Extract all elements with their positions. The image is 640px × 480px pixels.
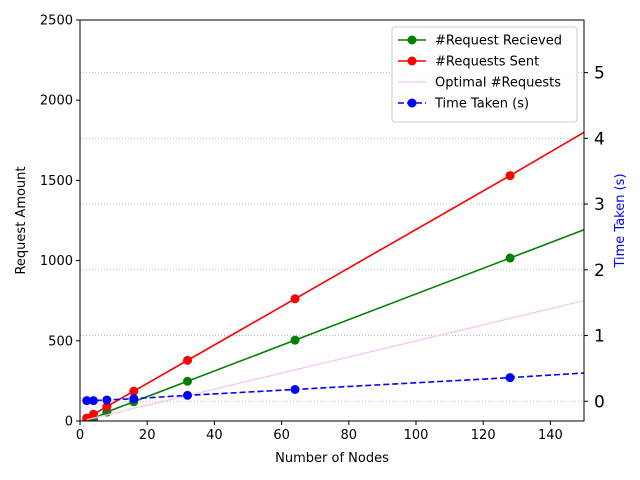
series-point-3 [183,390,193,400]
x-axis-label: Number of Nodes [275,451,389,466]
y2-axis-label: Time Taken (s) [613,173,628,268]
legend-marker-1 [407,56,417,66]
y-tick-label: 1500 [40,174,73,189]
x-tick-label: 100 [404,428,429,443]
series-point-1 [505,171,515,181]
y-tick-label: 2000 [40,94,73,109]
series-point-0 [290,335,300,345]
legend-box [391,26,578,123]
legend-label-0: #Request Recieved [435,34,562,49]
y2-tick-label: 3 [594,195,605,215]
plot-frame [79,19,585,422]
series-layer [82,131,584,421]
y2-tick-label: 0 [594,392,605,412]
legend-label-2: Optimal #Requests [435,76,561,91]
series-point-3 [88,396,98,406]
x-tick-label: 80 [341,428,358,443]
series-point-0 [183,376,193,386]
series-point-1 [129,386,139,396]
legend-label-1: #Requests Sent [435,55,539,70]
y-tick-label: 0 [65,415,73,430]
y-tick-label: 500 [48,334,73,349]
y-axis-label: Request Amount [14,166,29,274]
series-point-0 [505,253,515,263]
y-tick-label: 2500 [40,14,73,29]
series-point-1 [88,409,98,419]
y-tick-label: 1000 [40,254,73,269]
y2-tick-label: 5 [594,64,605,84]
legend: #Request Recieved #Requests Sent Optimal #… [391,26,578,123]
series-point-1 [102,402,112,412]
series-point-3 [82,396,92,406]
y2-tick-label: 4 [594,129,605,149]
series-point-3 [290,384,300,394]
series-point-1 [290,294,300,304]
legend-label-3: Time Taken (s) [434,97,529,112]
axis-layer: 0 20 40 60 80 100 120 140 0 500 1000 1500 2000 2500 0 1… [40,14,605,444]
x-tick-label: 60 [273,428,290,443]
series-line-2 [86,300,584,421]
x-tick-label: 20 [139,428,156,443]
series-point-3 [102,395,112,405]
legend-marker-0 [407,35,417,45]
series-point-3 [505,373,515,383]
series-point-1 [183,355,193,365]
x-tick-label: 120 [471,428,496,443]
y2-tick-label: 1 [594,327,605,347]
series-line-3 [86,372,584,402]
legend-marker-3 [407,98,417,108]
x-tick-label: 40 [206,428,223,443]
series-point-3 [129,394,139,404]
x-tick-label: 140 [538,428,563,443]
x-tick-label: 0 [76,428,84,443]
y2-tick-label: 2 [594,261,605,281]
grid-layer [80,72,584,402]
